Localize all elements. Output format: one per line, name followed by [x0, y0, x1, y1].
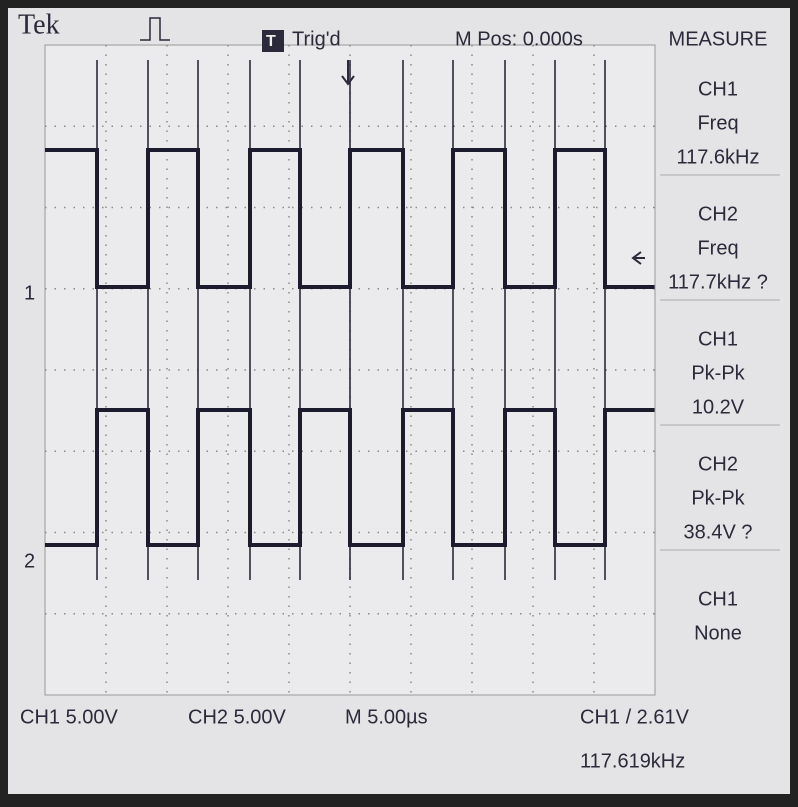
- measure-value: 117.7kHz ?: [668, 271, 768, 293]
- m-pos: M Pos: 0.000s: [455, 28, 583, 50]
- ch1-marker: 1: [24, 282, 35, 304]
- measure-value: 10.2V: [692, 396, 745, 418]
- ch1-scale: CH1 5.00V: [20, 706, 118, 728]
- trigger-frequency: 117.619kHz: [580, 750, 685, 772]
- trigger-setting: CH1 / 2.61V: [580, 706, 690, 728]
- measure-source: CH1: [698, 588, 738, 610]
- timebase: M 5.00µs: [345, 706, 428, 728]
- ch2-marker: 2: [24, 550, 35, 572]
- measure-value: 38.4V ?: [684, 521, 753, 543]
- brand: Tek: [18, 9, 60, 40]
- trig-box-label: T: [266, 33, 276, 50]
- measure-value: 117.6kHz: [676, 146, 759, 168]
- measure-source: CH2: [698, 203, 738, 225]
- measure-type: Pk-Pk: [691, 487, 745, 509]
- measure-type: Freq: [697, 112, 738, 134]
- trigger-pos-arrow: [341, 60, 355, 86]
- measure-source: CH1: [698, 328, 738, 350]
- measure-source: CH1: [698, 78, 738, 100]
- ch2-scale: CH2 5.00V: [188, 706, 286, 728]
- measure-type: None: [694, 622, 742, 644]
- trigger-level-arrow: [631, 251, 645, 265]
- trigger-icon: [140, 17, 170, 41]
- measure-type: Freq: [697, 237, 738, 259]
- measure-type: Pk-Pk: [691, 362, 745, 384]
- trig-box: [262, 30, 284, 52]
- waveforms: [45, 60, 655, 580]
- measure-source: CH2: [698, 453, 738, 475]
- trigger-status: Trig'd: [292, 28, 341, 50]
- menu-title: MEASURE: [669, 28, 768, 50]
